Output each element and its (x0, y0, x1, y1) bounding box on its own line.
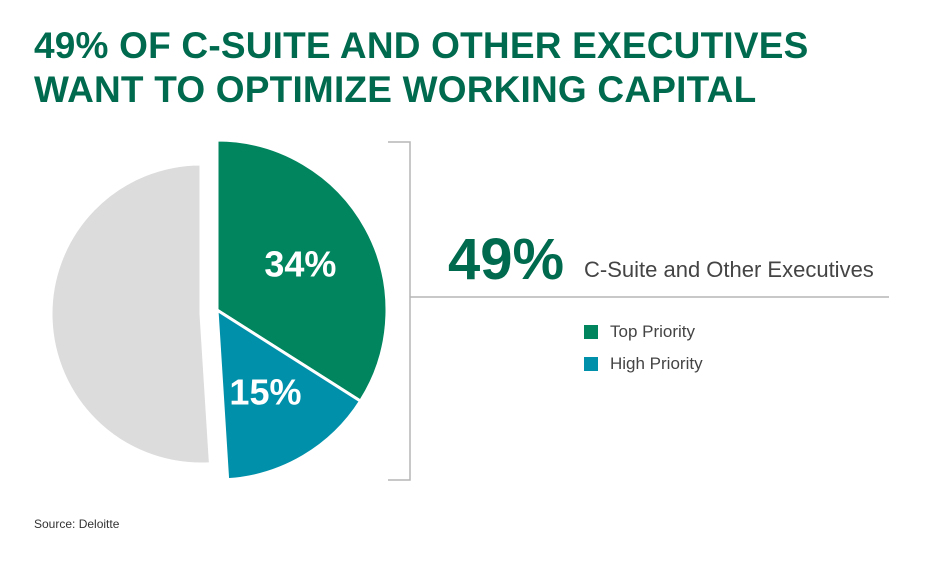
pie-slice-high-priority (215, 308, 363, 482)
chart-title: 49% OF C-SUITE AND OTHER EXECUTIVES WANT… (34, 25, 809, 110)
legend-label: Top Priority (610, 322, 696, 341)
legend: Top Priority High Priority (584, 320, 703, 384)
pie-slice-data-label: 15% (229, 371, 301, 412)
legend-label: High Priority (610, 354, 703, 373)
legend-item-high-priority: High Priority (584, 352, 703, 376)
pie-slice-data-label: 34% (264, 244, 336, 285)
callout-value: 49% (448, 227, 565, 292)
source-note: Source: Deloitte (34, 517, 120, 531)
pie-slice-remaining (49, 162, 212, 466)
legend-swatch-high-priority (584, 357, 598, 371)
callout-label: C-Suite and Other Executives (584, 257, 874, 282)
legend-swatch-top-priority (584, 325, 598, 339)
legend-item-top-priority: Top Priority (584, 320, 703, 344)
bracket (388, 141, 411, 481)
